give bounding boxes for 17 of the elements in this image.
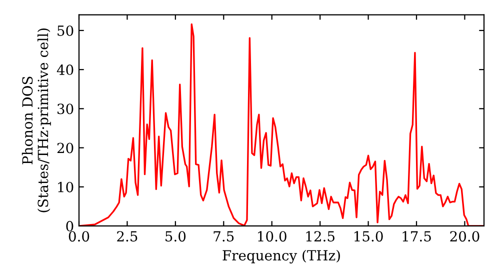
x-tick-label: 15.0 bbox=[354, 231, 383, 242]
y-tick-label: 0 bbox=[66, 220, 74, 232]
x-tick-label: 7.5 bbox=[214, 231, 234, 242]
x-tick-label: 12.5 bbox=[306, 231, 334, 242]
y-tick-label: 10 bbox=[58, 182, 74, 192]
x-tick-label: 10.0 bbox=[258, 231, 286, 242]
y-tick-label: 50 bbox=[58, 25, 74, 36]
y-tick-label: 30 bbox=[58, 104, 74, 114]
y-axis-title: Phonon DOS (States/THz·primitive cell) bbox=[22, 28, 51, 212]
x-tick-label: 20.0 bbox=[450, 231, 480, 242]
x-tick-label: 2.5 bbox=[117, 231, 138, 242]
x-tick-label: 5.0 bbox=[166, 231, 186, 242]
y-tick-label: 40 bbox=[56, 64, 74, 76]
y-tick-label: 20 bbox=[57, 142, 74, 154]
x-tick-label: 0.0 bbox=[68, 231, 90, 242]
x-tick-label: 17.5 bbox=[402, 231, 431, 242]
x-axis-title: Frequency (THz) bbox=[222, 250, 340, 264]
